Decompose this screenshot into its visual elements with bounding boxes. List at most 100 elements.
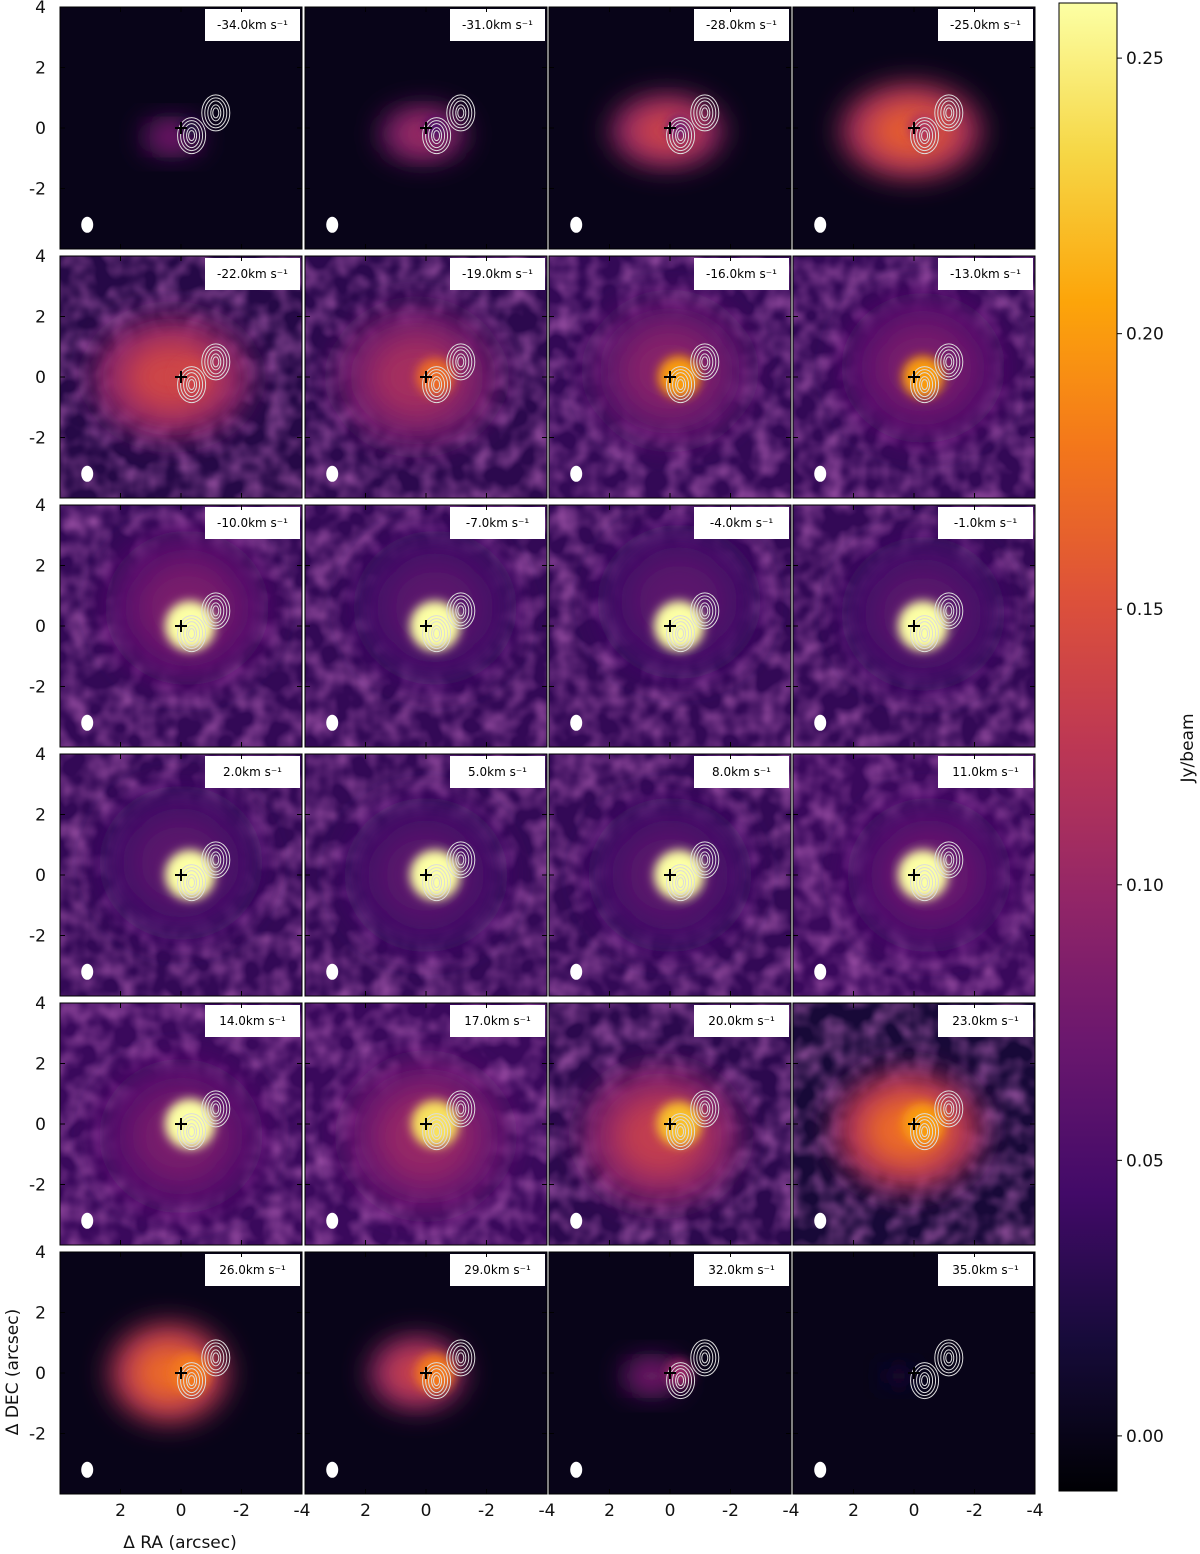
panel-frame	[304, 1002, 548, 1246]
y-tick-label: -2	[29, 1176, 46, 1196]
velocity-label: 26.0km s⁻¹	[219, 1263, 286, 1277]
panel-frame	[59, 753, 303, 997]
velocity-label-box	[938, 258, 1033, 290]
velocity-label-box	[694, 1005, 789, 1037]
contour-source-a	[943, 353, 955, 371]
source-position-marker	[175, 122, 187, 134]
contour-source-a	[945, 854, 953, 866]
contour-source-b	[669, 1365, 693, 1397]
contour-source-b	[183, 1119, 201, 1145]
contour-source-b	[186, 127, 198, 145]
contour-source-a	[457, 356, 465, 368]
beam-ellipse	[814, 963, 827, 980]
channel-panel: 32.0km s⁻¹	[548, 1251, 792, 1495]
y-tick-label: 2	[35, 308, 46, 328]
panel-frame	[304, 255, 548, 499]
contour-source-b	[677, 1126, 685, 1138]
velocity-label-box	[450, 9, 545, 41]
contour-source-b	[677, 130, 685, 142]
contour-source-a	[204, 97, 228, 129]
contour-source-b	[916, 123, 934, 149]
x-tick-label: -4	[539, 1501, 556, 1521]
colorbar-tick-label: 0.20	[1126, 325, 1164, 345]
y-tick-label: -2	[29, 927, 46, 947]
y-tick-label: 4	[35, 745, 46, 765]
source-position-marker	[664, 620, 676, 632]
beam-ellipse	[570, 465, 583, 482]
panel-frame	[59, 255, 303, 499]
contour-source-a	[693, 97, 717, 129]
beam-ellipse	[81, 216, 94, 233]
contour-source-a	[212, 1352, 220, 1364]
velocity-label-box	[938, 1254, 1033, 1286]
contour-source-b	[916, 1368, 934, 1394]
contour-source-b	[675, 376, 687, 394]
channel-panel: 2.0km s⁻¹	[59, 753, 303, 997]
contour-source-a	[945, 107, 953, 119]
contour-source-a	[455, 104, 467, 122]
contour-source-b	[422, 117, 452, 155]
contour-source-b	[431, 1123, 443, 1141]
source-position-marker	[908, 122, 920, 134]
contour-source-a	[693, 595, 717, 627]
contour-source-b	[666, 117, 696, 155]
source-position-marker	[175, 620, 187, 632]
contour-source-b	[921, 1126, 929, 1138]
velocity-label-box	[205, 1005, 300, 1037]
contour-source-b	[672, 1119, 690, 1145]
contour-source-b	[677, 379, 685, 391]
contour-source-b	[186, 625, 198, 643]
beam-ellipse	[326, 963, 339, 980]
panel-frame	[792, 504, 1036, 748]
y-tick-label: 4	[35, 994, 46, 1014]
contour-source-a	[943, 104, 955, 122]
channel-panel: 11.0km s⁻¹	[792, 753, 1036, 997]
contour-source-b	[666, 864, 696, 902]
source-position-marker	[420, 371, 432, 383]
contour-source-a	[210, 1100, 222, 1118]
velocity-label-box	[205, 507, 300, 539]
channel-panel: 23.0km s⁻¹	[792, 1002, 1036, 1246]
panel-frame	[792, 255, 1036, 499]
contour-source-a	[937, 1093, 961, 1125]
panel-ticks	[793, 7, 1035, 249]
panel-frame	[59, 504, 303, 748]
contour-source-b	[921, 379, 929, 391]
channel-panel: -28.0km s⁻¹	[548, 6, 792, 250]
channel-panel: 5.0km s⁻¹	[304, 753, 548, 997]
panel-ticks	[549, 7, 791, 249]
channel-panel: 8.0km s⁻¹	[548, 753, 792, 997]
y-tick-label: 2	[35, 806, 46, 826]
velocity-label-box	[938, 9, 1033, 41]
contour-source-a	[201, 1090, 231, 1128]
contour-source-b	[919, 127, 931, 145]
contour-source-b	[910, 366, 940, 404]
velocity-label-box	[938, 507, 1033, 539]
contour-source-b	[425, 120, 449, 152]
contour-source-a	[693, 1342, 717, 1374]
contour-source-b	[186, 1372, 198, 1390]
panel-ticks	[60, 256, 302, 498]
contour-source-a	[696, 1096, 714, 1122]
channel-panel: 17.0km s⁻¹	[304, 1002, 548, 1246]
velocity-label-box	[205, 9, 300, 41]
contour-source-b	[669, 867, 693, 899]
contour-source-b	[675, 1123, 687, 1141]
velocity-label: -16.0km s⁻¹	[706, 267, 777, 281]
contour-source-b	[428, 1119, 446, 1145]
contour-source-b	[433, 1126, 441, 1138]
panel-ticks	[305, 1252, 547, 1494]
contour-source-a	[207, 598, 225, 624]
beam-ellipse	[570, 216, 583, 233]
velocity-label: -25.0km s⁻¹	[950, 18, 1021, 32]
contour-source-b	[186, 376, 198, 394]
colorbar-label: Jy/beam	[1178, 713, 1198, 783]
panel-frame	[304, 504, 548, 748]
panel-ticks	[549, 754, 791, 996]
contour-source-a	[210, 851, 222, 869]
beam-ellipse	[570, 963, 583, 980]
source-position-marker	[664, 122, 676, 134]
contour-source-b	[177, 1362, 207, 1400]
contour-source-b	[422, 615, 452, 653]
contour-source-a	[937, 595, 961, 627]
